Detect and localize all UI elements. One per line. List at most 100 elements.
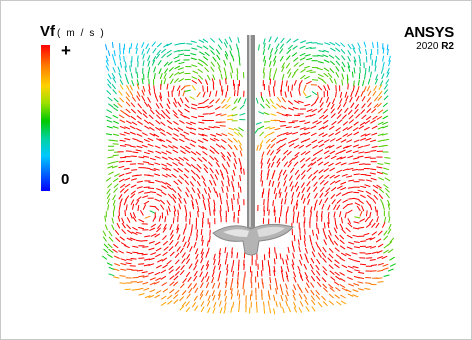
velocity-vector [184,168,190,173]
velocity-vector [281,97,287,103]
velocity-vector [191,85,196,91]
velocity-vector [137,287,144,291]
velocity-vector [118,250,125,254]
velocity-vector [125,120,132,125]
velocity-vector [274,278,277,285]
velocity-vector [213,205,216,212]
velocity-vector [203,203,207,210]
velocity-vector [176,224,179,231]
velocity-vector [339,284,346,289]
velocity-vector [353,131,360,136]
velocity-vector [185,126,192,130]
velocity-vector [300,74,306,80]
velocity-vector [348,119,355,124]
velocity-vector [376,277,383,279]
velocity-vector [142,85,146,92]
velocity-vector [358,163,365,165]
velocity-vector [178,138,185,143]
velocity-vector [317,91,319,98]
velocity-vector [322,265,327,272]
velocity-vector [119,119,126,123]
velocity-vector [292,294,296,301]
velocity-vector [156,49,161,56]
velocity-vector [226,185,229,192]
velocity-vector [259,144,263,151]
velocity-vector [166,209,169,216]
velocity-vector [210,50,216,56]
velocity-vector [152,47,157,54]
velocity-vector [156,188,163,192]
velocity-vector [359,263,367,266]
velocity-vector [262,282,264,289]
velocity-vector [168,265,174,271]
velocity-vector [339,234,345,240]
velocity-vector [191,302,197,308]
velocity-vector [341,61,346,68]
velocity-vector [284,91,287,98]
velocity-vector [132,245,139,248]
velocity-vector [279,55,284,62]
velocity-vector [292,107,299,110]
velocity-vector [233,90,236,97]
velocity-vector [130,115,136,121]
velocity-vector [194,287,199,294]
velocity-vector [293,62,299,67]
velocity-vector [226,192,229,199]
velocity-vector [177,167,183,173]
velocity-vector [169,275,175,280]
velocity-vector [366,85,371,92]
velocity-vector [143,264,150,267]
velocity-vector [213,137,220,142]
velocity-vector [368,66,371,73]
velocity-vector [346,175,353,178]
velocity-vector [381,171,388,175]
velocity-vector [329,239,335,245]
velocity-vector [142,204,147,211]
velocity-vector [201,194,205,200]
velocity-vector [269,67,272,75]
velocity-vector [137,205,140,212]
velocity-vector [172,193,177,200]
velocity-vector [200,257,204,264]
velocity-vector [370,139,377,143]
velocity-vector [273,90,275,97]
velocity-vector [108,230,113,237]
velocity-vector [126,251,133,255]
velocity-vector [285,55,291,61]
velocity-vector [323,108,328,114]
velocity-vector [292,205,295,212]
velocity-vector [340,187,347,191]
velocity-vector [329,150,336,155]
velocity-vector [135,48,138,55]
velocity-vector [371,251,378,254]
velocity-vector [212,56,217,62]
velocity-vector [301,187,306,194]
velocity-vector [342,145,349,149]
velocity-vector [119,125,126,130]
velocity-vector [347,109,353,115]
velocity-vector [209,209,211,216]
velocity-vector [374,65,377,72]
velocity-vector [183,173,189,179]
velocity-vector [112,89,117,95]
velocity-vector [288,139,294,144]
velocity-vector [125,150,132,152]
velocity-vector [172,145,179,149]
velocity-vector [359,218,366,223]
velocity-vector [226,156,231,162]
velocity-vector [329,138,336,142]
velocity-vector [210,61,215,67]
velocity-vector [378,177,385,181]
velocity-vector [148,114,154,120]
velocity-vector [205,251,209,258]
velocity-vector [292,252,295,259]
velocity-vector [317,161,324,166]
velocity-vector [198,133,204,137]
velocity-vector [389,256,395,261]
velocity-vector [255,121,262,125]
velocity-vector [148,294,155,299]
velocity-vector [382,125,389,129]
velocity-vector [196,45,203,49]
velocity-vector [358,151,365,154]
